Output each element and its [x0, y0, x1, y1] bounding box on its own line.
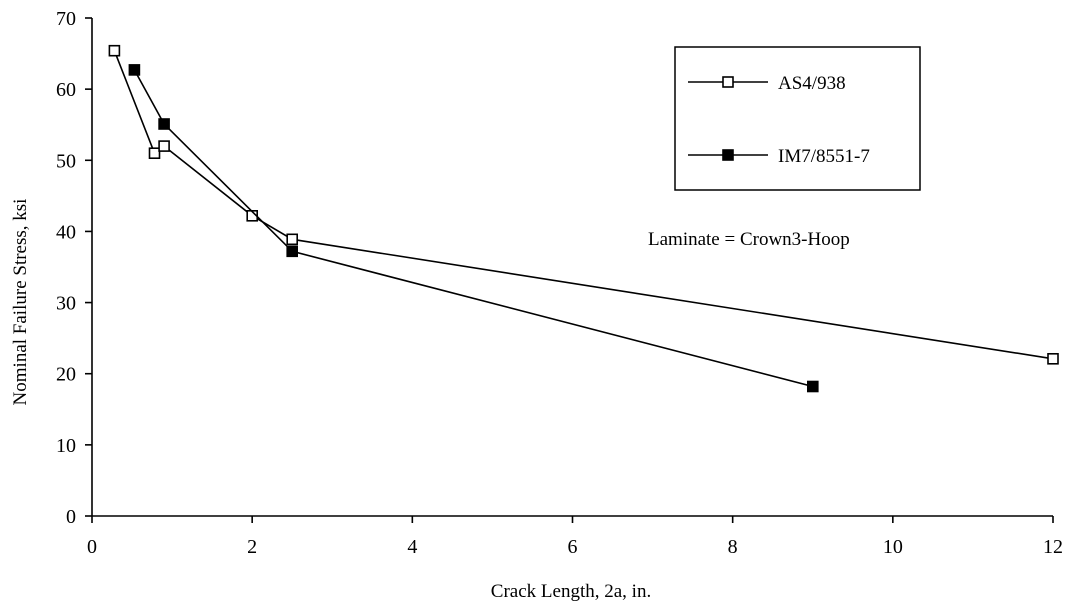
legend-marker-1: [722, 149, 734, 161]
data-point: [286, 233, 299, 246]
y-tick-label: 30: [56, 293, 76, 315]
y-tick-label: 40: [56, 221, 76, 243]
x-tick-label: 6: [568, 536, 578, 558]
y-tick-label: 70: [56, 8, 76, 30]
legend-marker-0: [722, 76, 734, 88]
y-tick-label: 60: [56, 79, 76, 101]
laminate-annotation: Laminate = Crown3-Hoop: [648, 229, 850, 250]
data-point: [806, 380, 819, 393]
data-point: [148, 147, 161, 159]
x-tick-label: 4: [407, 536, 417, 558]
data-point: [158, 118, 170, 130]
data-point: [108, 44, 121, 57]
x-tick-label: 0: [87, 536, 97, 558]
series-line-0: [113, 50, 1054, 360]
legend-label-0: AS4/938: [778, 73, 846, 94]
x-tick-label: 8: [728, 536, 738, 558]
data-point: [1047, 352, 1059, 365]
legend: AS4/938 IM7/8551-7: [674, 46, 921, 191]
y-tick-label: 20: [56, 364, 76, 386]
y-tick-label: 50: [56, 150, 76, 172]
series-line-1: [133, 69, 814, 388]
series-1: [128, 64, 819, 393]
ticks: 0 10 20 30 40 50 60 70 0 2 4 6 8 10 12: [56, 8, 1063, 558]
data-point: [128, 64, 141, 76]
data-point: [158, 140, 170, 152]
legend-box: [674, 46, 921, 191]
y-axis-title: Nominal Failure Stress, ksi: [10, 199, 31, 406]
x-tick-label: 10: [883, 536, 903, 558]
x-axis-title: Crack Length, 2a, in.: [491, 581, 651, 602]
legend-label-1: IM7/8551-7: [778, 146, 870, 167]
series-layer: [108, 44, 1059, 393]
x-tick-label: 12: [1043, 536, 1063, 558]
y-tick-label: 0: [66, 506, 76, 528]
y-tick-label: 10: [56, 435, 76, 457]
x-tick-label: 2: [247, 536, 257, 558]
data-point: [286, 245, 299, 258]
